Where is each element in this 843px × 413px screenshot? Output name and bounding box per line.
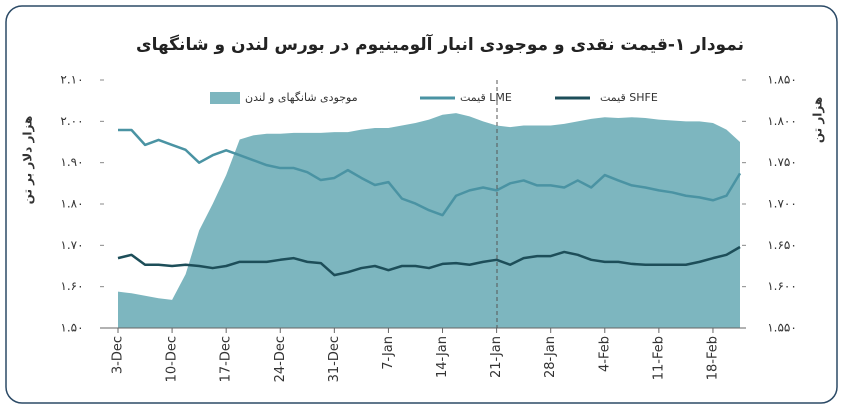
x-tick-label: 28-Jan <box>543 336 558 378</box>
y-tick-label: ۱.۷۰ <box>60 238 83 252</box>
line <box>117 245 741 277</box>
chart-title: نمودار ۱-قیمت نقدی و موجودی انبار آلومین… <box>136 33 744 55</box>
legend: موجودی شانگهای و لندن قیمت LME قیمت SHFE <box>210 91 658 104</box>
y2-tick-label: ۱.۵۵۰ <box>767 321 797 335</box>
y-tick-label: ۲.۱۰ <box>60 73 83 87</box>
legend-label: موجودی شانگهای و لندن <box>245 91 358 104</box>
x-tick-label: 31-Dec <box>327 336 342 382</box>
y-tick-label: ۲.۰۰ <box>60 114 83 128</box>
y-tick-label: ۱.۶۰ <box>60 279 83 293</box>
x-tick-label: 14-Jan <box>435 336 450 378</box>
x-tick-label: 17-Dec <box>219 336 234 382</box>
y-tick-label: ۱.۹۰ <box>60 155 83 169</box>
x-tick-label: 3-Dec <box>111 336 126 374</box>
legend-label: قیمت SHFE <box>600 91 658 104</box>
x-tick-label: 11-Feb <box>651 336 666 380</box>
y2-axis-label: هزار تن <box>811 97 825 143</box>
y-tick-label: ۱.۸۰ <box>60 197 83 211</box>
legend-swatch <box>210 92 240 104</box>
x-tick-label: 21-Jan <box>489 336 504 378</box>
x-tick-label: 4-Feb <box>597 336 612 372</box>
y-axis-label: هزار دلار بر تن <box>21 116 35 205</box>
line <box>118 128 742 217</box>
x-tick-label: 10-Dec <box>165 336 180 382</box>
y2-tick-label: ۱.۸۰۰ <box>767 114 797 128</box>
y2-tick-label: ۱.۷۵۰ <box>767 155 797 169</box>
y-tick-label: ۱.۵۰ <box>60 321 83 335</box>
x-tick-label: 24-Dec <box>273 336 288 382</box>
plot-area: ۱.۵۰ ۱.۶۰ ۱.۷۰ ۱.۸۰ ۱.۹۰ ۲.۰۰ ۲.۱۰ ۱.۵۵۰ ۱.۶۰۰ ۱.… <box>60 73 796 383</box>
y2-tick-label: ۱.۶۵۰ <box>767 238 797 252</box>
legend-label: قیمت LME <box>460 91 512 104</box>
y2-tick-label: ۱.۷۰۰ <box>767 197 797 211</box>
x-tick-label: 18-Feb <box>705 336 720 380</box>
y2-tick-label: ۱.۶۰۰ <box>767 279 797 293</box>
y2-tick-label: ۱.۸۵۰ <box>767 73 797 87</box>
x-tick-label: 7-Jan <box>381 336 396 370</box>
